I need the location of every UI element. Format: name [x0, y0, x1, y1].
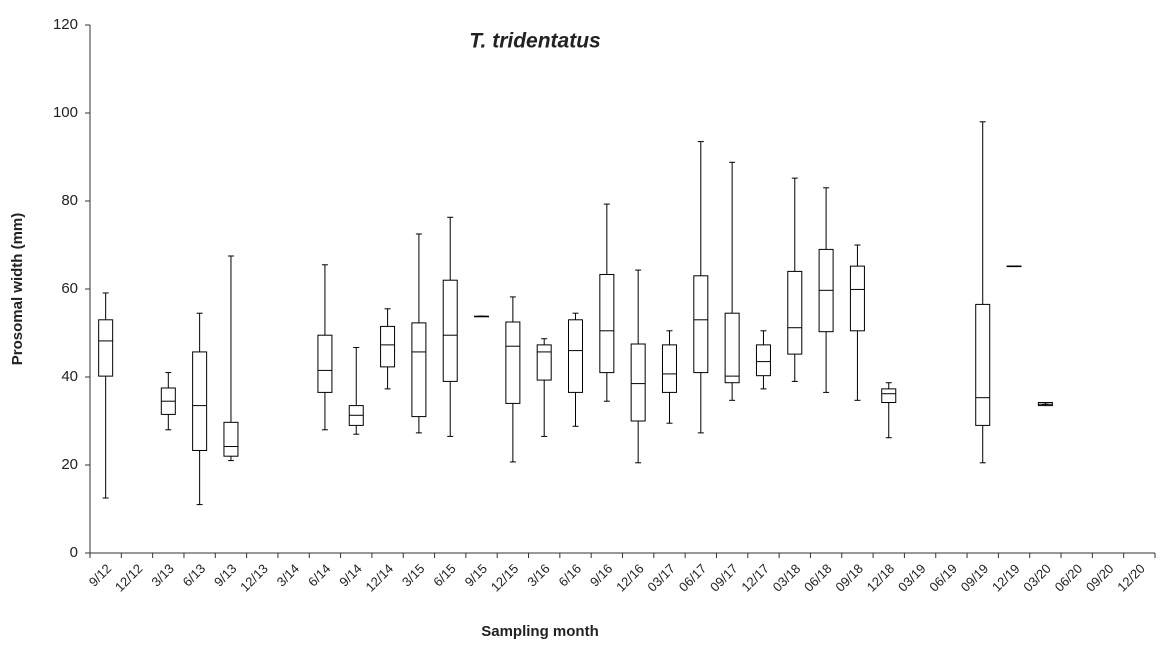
box — [881, 388, 897, 404]
x-tick-label: 03/19 — [895, 561, 929, 595]
x-tick-label: 9/15 — [462, 561, 491, 590]
box — [693, 275, 709, 374]
x-tick-label: 3/15 — [399, 561, 428, 590]
x-tick-label: 9/13 — [211, 561, 240, 590]
box — [98, 319, 114, 377]
box — [411, 322, 427, 418]
y-tick-label: 60 — [61, 280, 78, 297]
box — [192, 351, 208, 451]
y-tick-label: 80 — [61, 192, 78, 209]
x-tick-label: 6/15 — [430, 561, 459, 590]
box — [317, 334, 333, 393]
x-tick-label: 6/14 — [305, 561, 334, 590]
y-axis-label: Prosomal width (mm) — [9, 213, 26, 366]
x-tick-label: 12/17 — [738, 561, 772, 595]
x-tick-label: 9/14 — [336, 561, 365, 590]
box — [755, 344, 771, 377]
x-tick-label: 6/16 — [556, 561, 585, 590]
x-tick-label: 3/14 — [274, 561, 303, 590]
x-tick-label: 03/17 — [644, 561, 678, 595]
box — [599, 273, 615, 374]
box — [536, 344, 552, 381]
box — [975, 303, 991, 426]
x-tick-label: 12/20 — [1114, 561, 1148, 595]
x-tick-label: 06/17 — [676, 561, 710, 595]
x-tick-label: 06/18 — [801, 561, 835, 595]
x-tick-label: 06/19 — [926, 561, 960, 595]
box — [724, 312, 740, 384]
x-tick-label: 12/15 — [488, 561, 522, 595]
x-axis-label: Sampling month — [481, 623, 599, 640]
x-tick-label: 3/13 — [148, 561, 177, 590]
box — [223, 421, 239, 457]
x-tick-label: 12/18 — [864, 561, 898, 595]
x-tick-label: 12/13 — [237, 561, 271, 595]
box — [787, 270, 803, 355]
y-tick-label: 40 — [61, 368, 78, 385]
x-tick-label: 12/12 — [112, 561, 146, 595]
x-tick-label: 03/18 — [770, 561, 804, 595]
box — [630, 343, 646, 422]
x-tick-label: 9/12 — [86, 561, 115, 590]
x-tick-label: 09/17 — [707, 561, 741, 595]
box — [442, 279, 458, 382]
box — [380, 325, 396, 368]
y-tick-label: 0 — [70, 544, 78, 561]
y-tick-label: 20 — [61, 456, 78, 473]
y-tick-label: 100 — [53, 104, 78, 121]
box — [568, 319, 584, 393]
x-tick-label: 6/13 — [180, 561, 209, 590]
box — [661, 344, 677, 393]
x-tick-label: 06/20 — [1052, 561, 1086, 595]
x-tick-label: 09/18 — [832, 561, 866, 595]
x-tick-label: 12/19 — [989, 561, 1023, 595]
x-tick-label: 12/14 — [363, 561, 397, 595]
x-tick-label: 9/16 — [587, 561, 616, 590]
x-tick-label: 09/19 — [958, 561, 992, 595]
box — [849, 265, 865, 332]
y-tick-label: 120 — [53, 16, 78, 33]
chart-title: T. tridentatus — [469, 30, 600, 53]
box — [505, 321, 521, 404]
x-tick-label: 03/20 — [1020, 561, 1054, 595]
x-tick-label: 3/16 — [524, 561, 553, 590]
x-tick-label: 09/20 — [1083, 561, 1117, 595]
x-tick-label: 12/16 — [613, 561, 647, 595]
